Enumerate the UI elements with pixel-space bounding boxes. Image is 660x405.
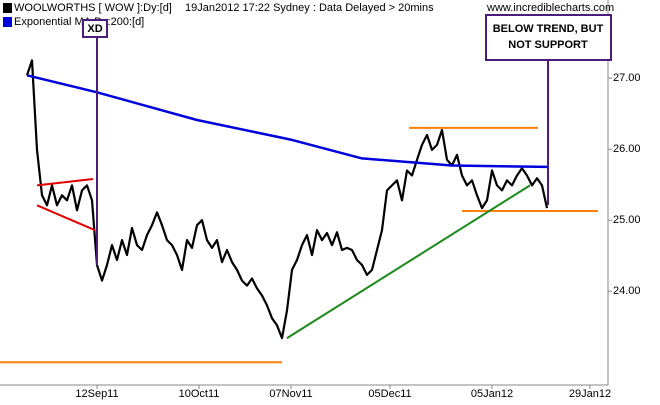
- x-tick-label: 10Oct11: [179, 388, 220, 400]
- x-tick-label: 29Jan12: [569, 388, 611, 400]
- watermark: www.incrediblecharts.com: [486, 2, 614, 14]
- legend-label: Exponential MA:Dy:200:[d]: [14, 16, 144, 28]
- x-tick-label: 05Dec11: [368, 388, 411, 400]
- y-tick-label: 26.00: [613, 143, 641, 155]
- callout-box: [485, 14, 612, 61]
- callout-text: XD: [87, 23, 102, 35]
- x-tick-label: 12Sep11: [75, 388, 118, 400]
- x-tick-label: 05Jan12: [471, 388, 513, 400]
- subtitle: 19Jan2012 17:22 Sydney : Data Delayed > …: [185, 2, 434, 14]
- series-line: [25, 59, 549, 340]
- x-tick-label: 07Nov11: [269, 388, 312, 400]
- y-tick-label: 27.00: [613, 72, 641, 84]
- callout-text: NOT SUPPORT: [508, 39, 588, 51]
- trend-line: [36, 178, 94, 187]
- trend-line: [286, 184, 531, 339]
- y-tick-label: 24.00: [613, 285, 641, 297]
- legend-swatch: [3, 3, 12, 13]
- y-tick-label: 25.00: [613, 214, 641, 226]
- trend-line: [36, 204, 96, 232]
- legend-label: WOOLWORTHS [ WOW ]:Dy:[d]: [14, 2, 172, 14]
- legend-swatch: [3, 17, 12, 27]
- callout-box: [82, 19, 108, 38]
- callout-text: BELOW TREND, BUT: [493, 23, 604, 35]
